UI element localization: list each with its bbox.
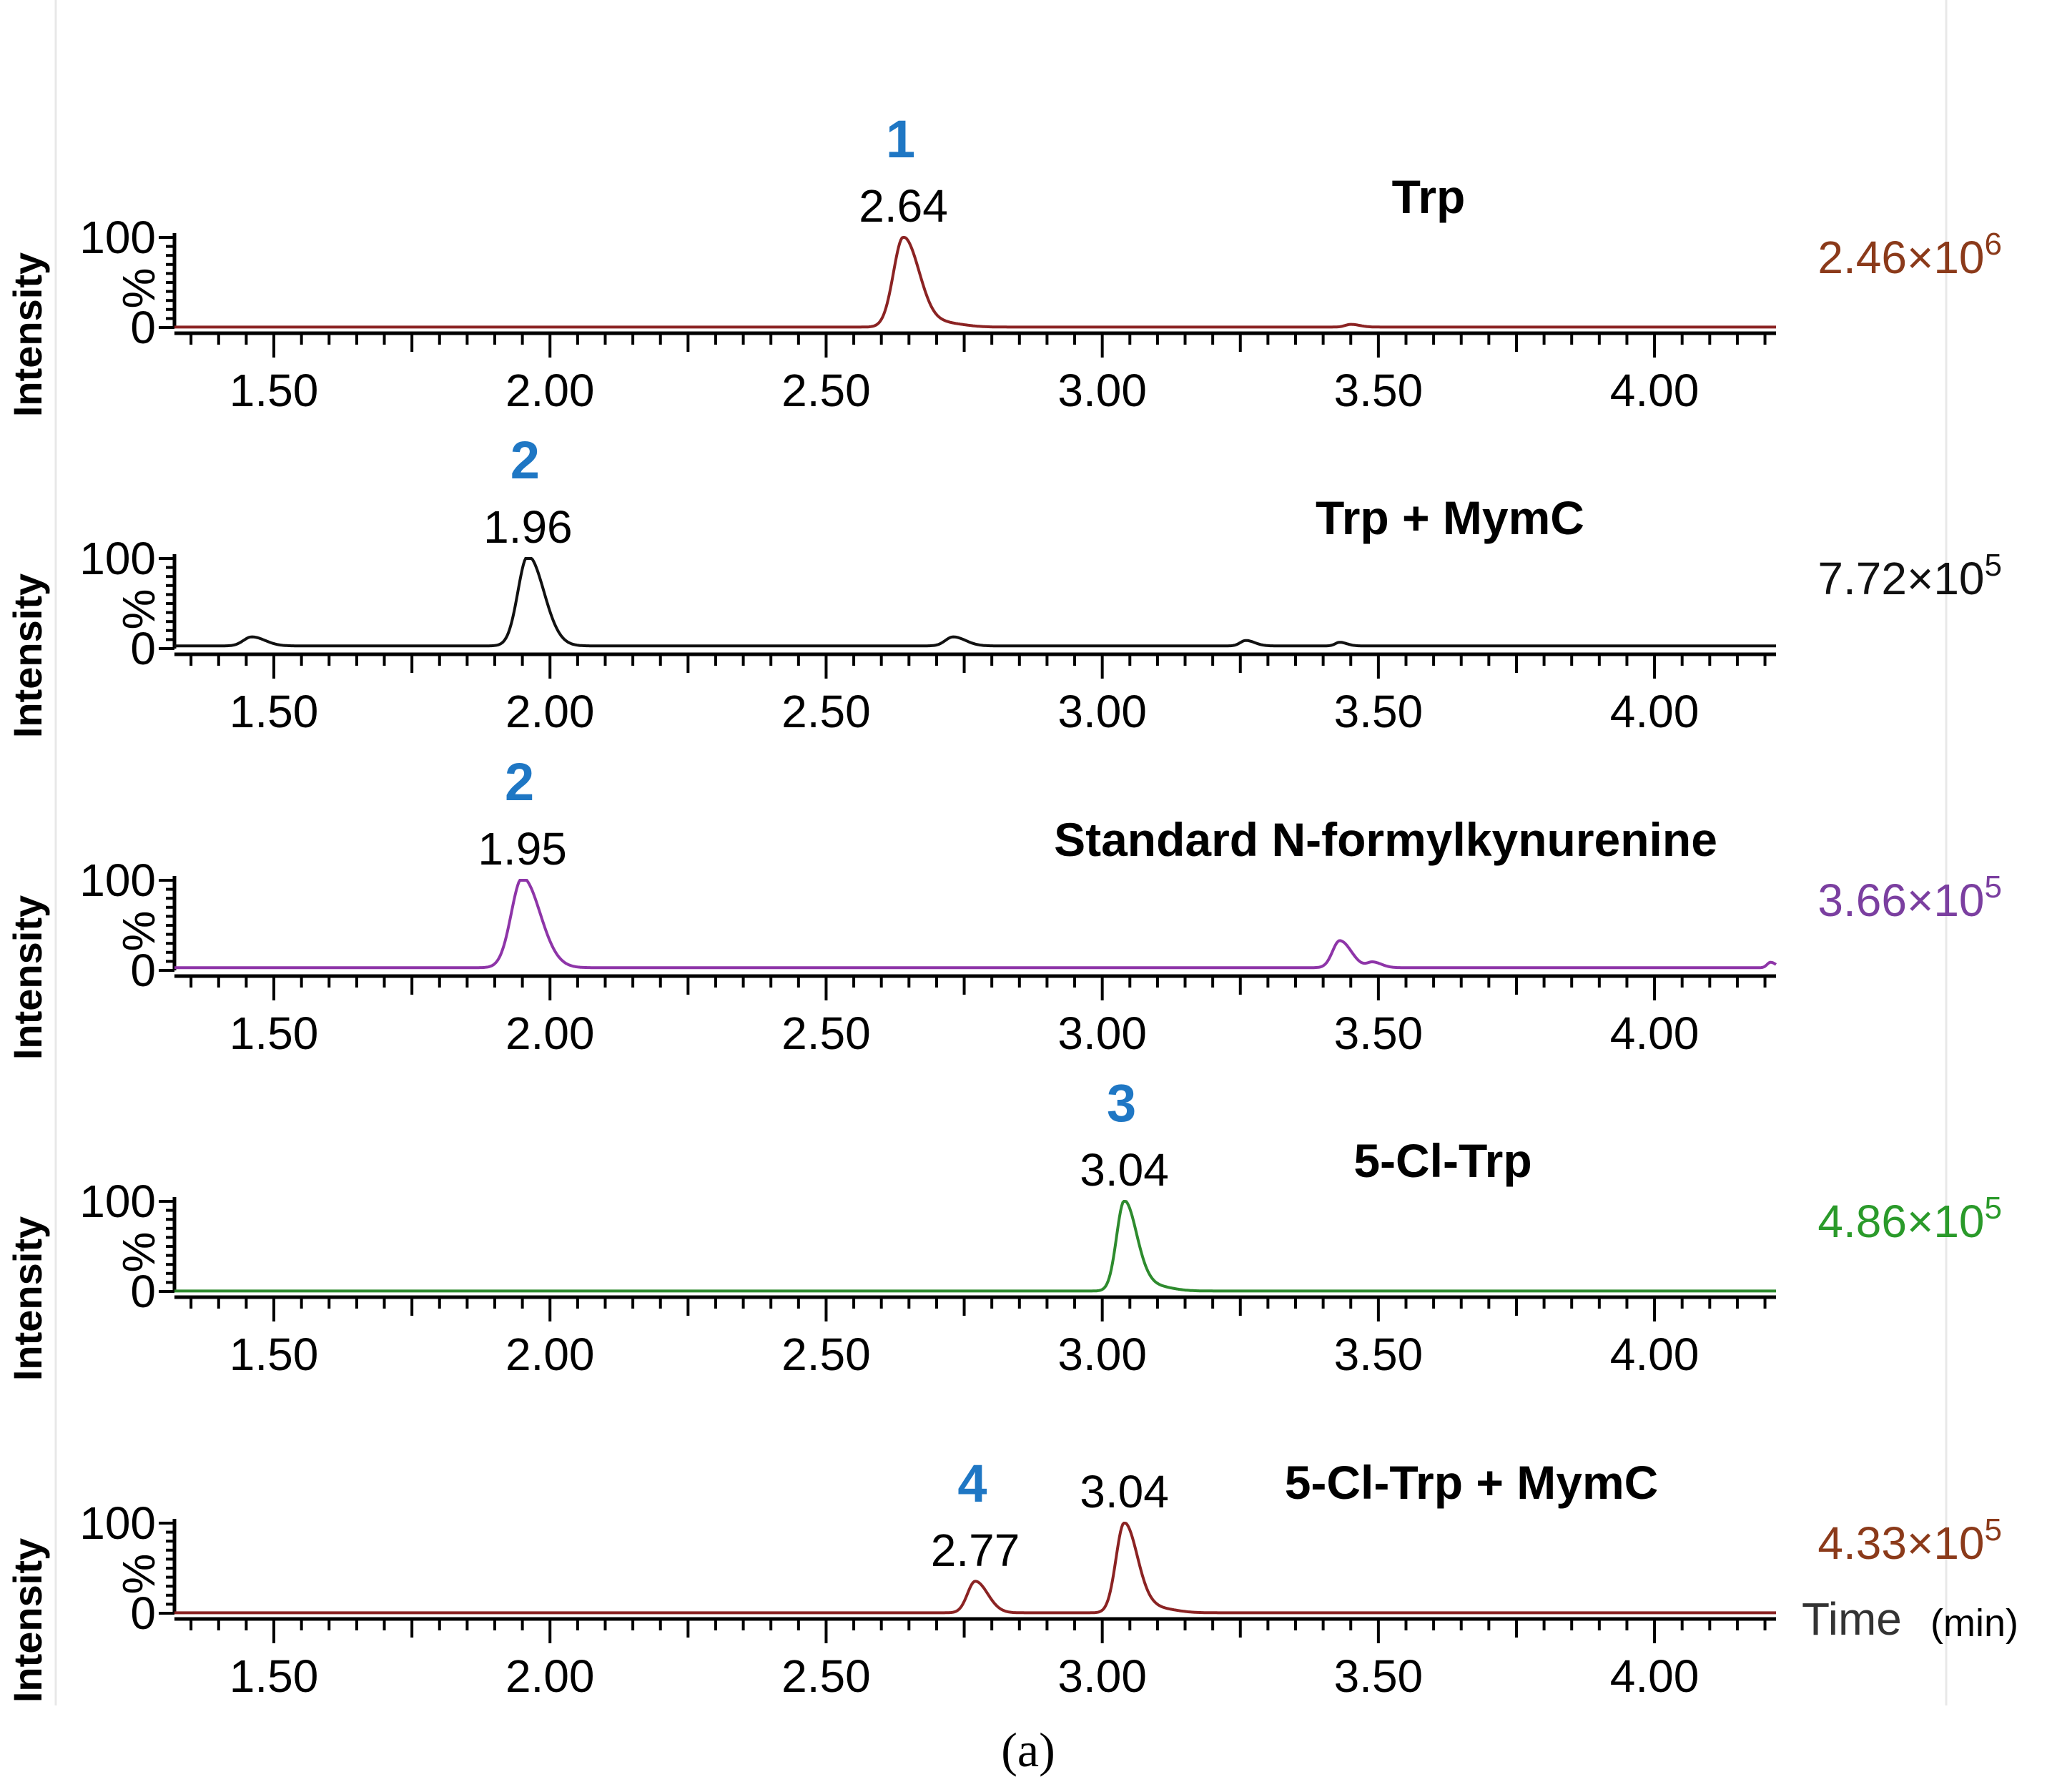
y-tick-label-0: 0 <box>130 1266 156 1317</box>
panel-5: 100 0% Intensity 1.50 2.00 2.50 3.00 3.50 4.00 2.… <box>5 1454 2002 1703</box>
x-tick-label: 4.00 <box>1610 1650 1700 1702</box>
y-axis-title: Intensity <box>5 1538 50 1703</box>
y-unit-label: % <box>113 268 164 309</box>
peak-number-label: 3 <box>1107 1073 1136 1133</box>
x-tick-label: 3.00 <box>1057 365 1147 416</box>
y-unit-label: % <box>113 1232 164 1273</box>
panel-title: Trp <box>1392 170 1466 223</box>
scale-factor: 4.33×105 <box>1817 1512 2002 1569</box>
scale-factor: 2.46×106 <box>1817 227 2002 283</box>
y-tick-label-0: 0 <box>130 302 156 353</box>
y-tick-label-0: 0 <box>130 945 156 996</box>
peak-rt-label: 1.96 <box>483 501 573 553</box>
panel-1: 100 0% Intensity 1.50 2.00 2.50 3.00 3.50 4.00 2.… <box>5 109 2002 417</box>
x-tick-label: 2.50 <box>781 1008 871 1059</box>
x-tick-label: 4.00 <box>1610 686 1700 737</box>
x-tick-label: 4.00 <box>1610 365 1700 416</box>
scale-factor: 7.72×105 <box>1817 548 2002 604</box>
x-tick-label: 1.50 <box>230 365 319 416</box>
x-tick-label: 2.50 <box>781 1329 871 1380</box>
panel-title: 5-Cl-Trp + MymC <box>1285 1456 1659 1509</box>
scale-factor: 3.66×105 <box>1817 870 2002 926</box>
series-trace <box>174 236 1776 329</box>
y-axis-title: Intensity <box>5 573 50 738</box>
y-tick-label-0: 0 <box>130 1587 156 1639</box>
x-tick-label: 3.00 <box>1057 1329 1147 1380</box>
x-tick-label: 3.50 <box>1334 686 1424 737</box>
x-tick-label: 3.50 <box>1334 1008 1424 1059</box>
peak-rt-label: 3.04 <box>1080 1466 1169 1517</box>
y-axis-title: Intensity <box>5 895 50 1060</box>
y-tick-label-100: 100 <box>79 855 156 906</box>
x-tick-label: 1.50 <box>230 686 319 737</box>
scale-factor: 4.86×105 <box>1817 1191 2002 1247</box>
panel-title: 5-Cl-Trp <box>1353 1134 1531 1187</box>
peak-rt-label: 2.77 <box>931 1525 1020 1576</box>
x-tick-label: 3.50 <box>1334 1329 1424 1380</box>
time-unit-label: (min) <box>1930 1602 2018 1645</box>
x-tick-label: 3.50 <box>1334 1650 1424 1702</box>
panel-2: 100 0% Intensity 1.50 2.00 2.50 3.00 3.50 4.00 1.… <box>5 430 2002 738</box>
y-unit-label: % <box>113 911 164 952</box>
y-tick-label-100: 100 <box>79 1176 156 1227</box>
x-tick-label: 2.50 <box>781 1650 871 1702</box>
series-trace <box>174 1200 1776 1293</box>
series-trace <box>174 879 1777 970</box>
peak-number-label: 2 <box>510 430 540 490</box>
x-tick-label: 3.00 <box>1057 686 1147 737</box>
y-tick-label-100: 100 <box>79 1497 156 1549</box>
y-unit-label: % <box>113 1554 164 1595</box>
series-trace <box>174 557 1776 648</box>
x-tick-label: 2.00 <box>505 1008 595 1059</box>
x-tick-label: 1.50 <box>230 1650 319 1702</box>
x-tick-label: 1.50 <box>230 1329 319 1380</box>
peak-rt-label: 3.04 <box>1080 1144 1169 1196</box>
panel-title: Standard N-formylkynurenine <box>1054 813 1717 866</box>
peak-rt-label: 1.95 <box>478 823 567 875</box>
panel-4: 100 0% Intensity 1.50 2.00 2.50 3.00 3.50 4.00 3.… <box>5 1073 2002 1381</box>
y-axis-title: Intensity <box>5 1216 50 1381</box>
x-tick-label: 4.00 <box>1610 1329 1700 1380</box>
series-trace <box>174 1522 1776 1615</box>
time-axis-label: Time <box>1802 1593 1902 1645</box>
panel-title: Trp + MymC <box>1316 491 1584 544</box>
frame-lines <box>54 0 1948 1705</box>
panel-3: 100 0% Intensity 1.50 2.00 2.50 3.00 3.50 4.00 1.… <box>5 752 2002 1060</box>
x-tick-label: 2.00 <box>505 1650 595 1702</box>
y-axis-title: Intensity <box>5 252 50 417</box>
x-tick-label: 2.00 <box>505 1329 595 1380</box>
peak-rt-label: 2.64 <box>859 180 948 232</box>
y-tick-label-100: 100 <box>79 212 156 263</box>
y-unit-label: % <box>113 589 164 630</box>
peak-number-label: 2 <box>505 752 534 812</box>
x-tick-label: 3.00 <box>1057 1650 1147 1702</box>
figure-caption: (a) <box>1001 1723 1055 1777</box>
y-tick-label-100: 100 <box>79 533 156 584</box>
x-tick-label: 1.50 <box>230 1008 319 1059</box>
x-tick-label: 2.50 <box>781 686 871 737</box>
peak-number-label: 4 <box>957 1454 987 1513</box>
x-tick-label: 2.00 <box>505 686 595 737</box>
peak-number-label: 1 <box>886 109 915 169</box>
x-tick-label: 2.00 <box>505 365 595 416</box>
x-tick-label: 2.50 <box>781 365 871 416</box>
x-tick-label: 4.00 <box>1610 1008 1700 1059</box>
y-tick-label-0: 0 <box>130 623 156 674</box>
x-tick-label: 3.00 <box>1057 1008 1147 1059</box>
x-tick-label: 3.50 <box>1334 365 1424 416</box>
